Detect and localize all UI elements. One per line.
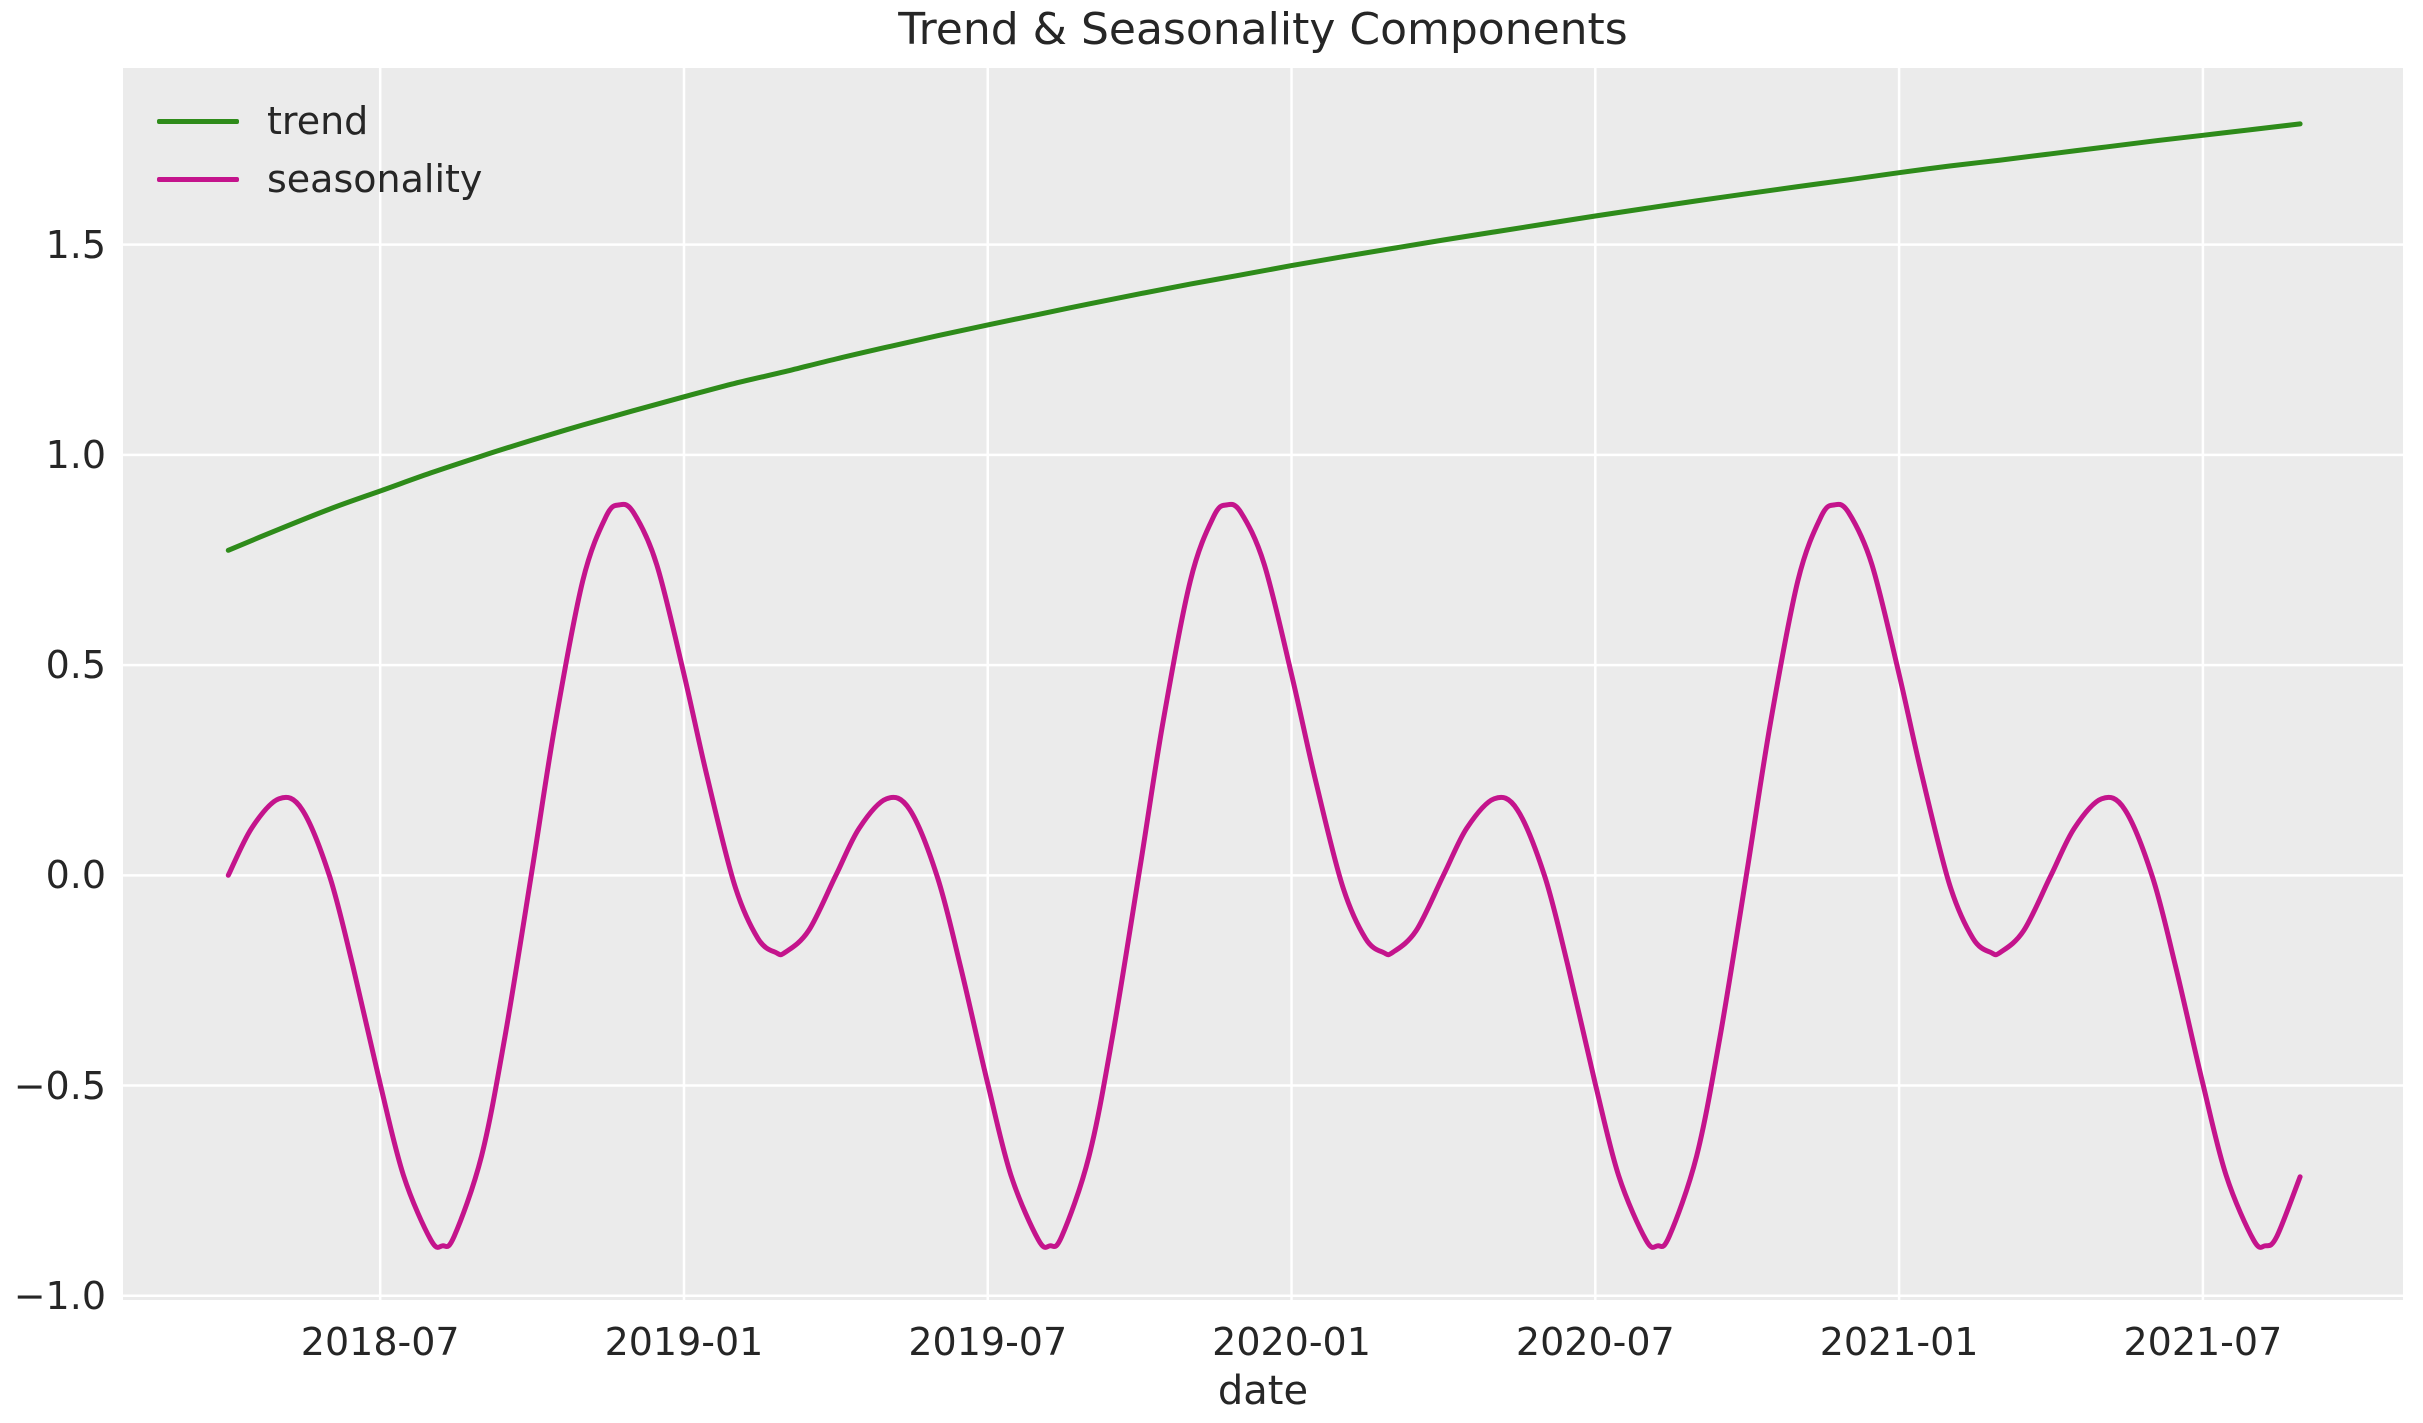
y-tick-label: 0.0: [45, 853, 106, 898]
chart-title: Trend & Seasonality Components: [898, 4, 1628, 55]
x-tick-label: 2020-01: [1212, 1320, 1371, 1364]
trend-line-swatch: [157, 118, 239, 124]
seasonality-line-swatch: [157, 176, 239, 182]
trend-line: [225, 121, 2303, 553]
legend: trend seasonality: [157, 92, 482, 208]
legend-label-seasonality: seasonality: [267, 157, 483, 201]
legend-item-seasonality: seasonality: [157, 150, 482, 208]
seasonality-line: [225, 501, 2303, 1250]
x-tick-label: 2021-07: [2123, 1320, 2283, 1364]
y-tick-label: −0.5: [13, 1063, 106, 1108]
y-tick-label: −1.0: [13, 1273, 106, 1318]
x-tick-label: 2020-07: [1515, 1320, 1675, 1364]
x-tick-label: 2019-01: [604, 1320, 764, 1364]
axes-background: [123, 68, 2403, 1300]
x-tick-label: 2021-01: [1819, 1320, 1979, 1364]
y-tick-label: 0.5: [45, 643, 106, 688]
y-tick-label: 1.5: [45, 222, 106, 267]
x-tick-label: 2019-07: [908, 1320, 1068, 1364]
legend-item-trend: trend: [157, 92, 482, 150]
y-tick-label: 1.0: [45, 432, 106, 477]
x-axis-label: date: [1217, 1368, 1309, 1414]
x-tick-label: 2018-07: [300, 1320, 460, 1364]
legend-label-trend: trend: [267, 99, 369, 143]
